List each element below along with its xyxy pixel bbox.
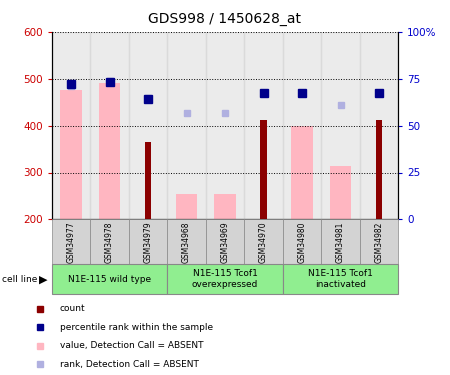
Bar [321,32,360,219]
Text: GSM34970: GSM34970 [259,222,268,263]
Bar [90,32,129,219]
Bar [292,126,313,219]
Text: GSM34982: GSM34982 [374,222,383,263]
Text: GSM34977: GSM34977 [67,222,76,263]
Bar [244,219,283,264]
Bar [244,32,283,219]
Text: ▶: ▶ [39,274,47,284]
Bar [206,219,244,264]
Bar [99,84,120,219]
Text: cell line: cell line [2,275,38,284]
Bar [144,142,152,219]
Bar [330,166,351,219]
Bar [206,32,244,219]
Bar [283,219,321,264]
Text: GSM34980: GSM34980 [297,222,306,263]
Text: GDS998 / 1450628_at: GDS998 / 1450628_at [148,12,302,26]
Bar [376,120,382,219]
Bar [283,264,398,294]
Bar [129,32,167,219]
Bar [360,219,398,264]
Bar [90,219,129,264]
Bar [167,32,206,219]
Bar [60,90,81,219]
Text: N1E-115 wild type: N1E-115 wild type [68,275,151,284]
Text: GSM34979: GSM34979 [144,222,153,263]
Text: GSM34969: GSM34969 [220,222,230,263]
Bar [52,264,167,294]
Bar [52,219,90,264]
Bar [360,32,398,219]
Text: GSM34978: GSM34978 [105,222,114,263]
Bar [214,194,236,219]
Text: value, Detection Call = ABSENT: value, Detection Call = ABSENT [59,341,203,350]
Text: N1E-115 Tcof1
inactivated: N1E-115 Tcof1 inactivated [308,269,373,290]
Bar [321,219,360,264]
Bar [129,219,167,264]
Text: count: count [59,304,85,313]
Bar [167,264,283,294]
Text: GSM34981: GSM34981 [336,222,345,263]
Bar [52,32,90,219]
Text: rank, Detection Call = ABSENT: rank, Detection Call = ABSENT [59,360,198,369]
Bar [260,120,267,219]
Bar [167,219,206,264]
Text: percentile rank within the sample: percentile rank within the sample [59,322,213,332]
Bar [283,32,321,219]
Text: GSM34968: GSM34968 [182,222,191,263]
Text: N1E-115 Tcof1
overexpressed: N1E-115 Tcof1 overexpressed [192,269,258,290]
Bar [176,194,197,219]
